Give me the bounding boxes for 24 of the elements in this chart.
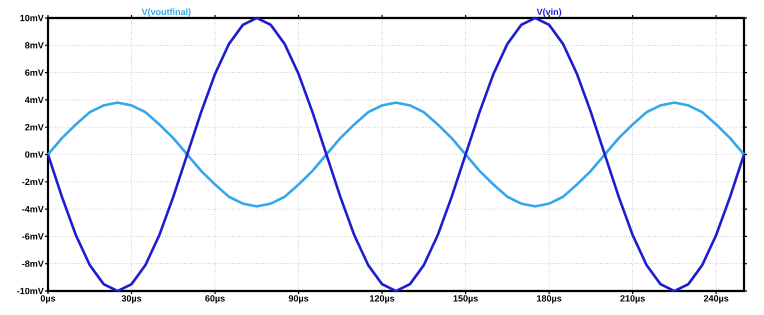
y-tick-label: -8mV [22, 260, 44, 267]
x-tick-label: 240µs [704, 295, 728, 304]
y-tick-label: 10mV [20, 14, 44, 22]
series-label: V(vin) [536, 8, 562, 17]
y-tick-label: 6mV [25, 69, 44, 76]
y-tick-label: -6mV [22, 233, 44, 240]
y-tick-label: 2mV [25, 124, 44, 130]
line-series [46, 101, 746, 208]
x-tick-label: 150µs [454, 295, 478, 304]
x-tick-label: 30µs [122, 295, 142, 304]
y-tick-label: -10mV [17, 288, 44, 294]
x-tick-label: 210µs [620, 295, 645, 304]
x-tick-label: 90µs [288, 295, 308, 304]
y-tick-label: 0mV [25, 151, 44, 158]
y-tick-label: 4mV [24, 96, 44, 103]
x-tick-label: 0µs [40, 295, 56, 304]
text: V(voutfinal) [142, 8, 191, 17]
x-tick-label: 120µs [370, 295, 394, 304]
y-tick-label: -4mV [22, 206, 44, 212]
line-series [46, 16, 746, 292]
y-tick-label: 8mV [25, 42, 44, 48]
x-tick-label: 60µs [205, 295, 225, 304]
y-tick-label: -2mV [22, 178, 44, 185]
x-tick-label: 180µs [537, 295, 562, 304]
